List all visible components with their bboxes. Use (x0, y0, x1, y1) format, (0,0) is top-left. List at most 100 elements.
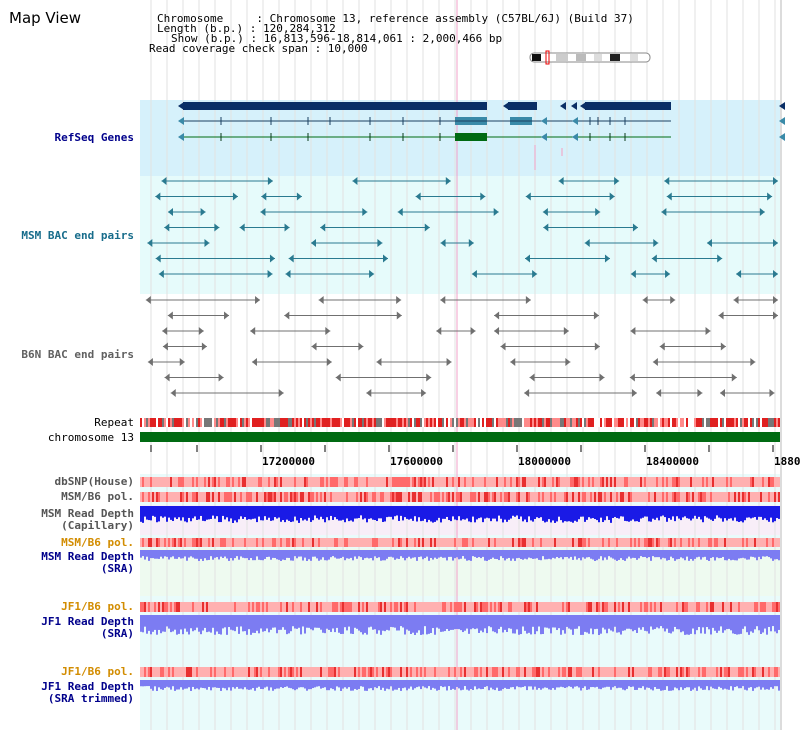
polymorphism-cell (714, 667, 716, 677)
read-depth-bar (684, 615, 686, 635)
polymorphism-cell (382, 477, 384, 487)
polymorphism-cell (364, 477, 366, 487)
polymorphism-cell (324, 492, 326, 502)
track-label-msm-pol-2[interactable]: MSM/B6 pol. (61, 536, 134, 549)
track-label-msm-depth-sra[interactable]: MSM Read Depth (41, 550, 134, 563)
polymorphism-cell (278, 492, 280, 502)
read-depth-bar (592, 550, 594, 560)
polymorphism-cell (764, 602, 766, 612)
polymorphism-cell (286, 602, 288, 612)
repeat-cell (312, 418, 314, 427)
track-label-refseq[interactable]: RefSeq Genes (54, 131, 134, 144)
polymorphism-cell (680, 538, 682, 547)
polymorphism-cell (560, 492, 562, 502)
repeat-cell (538, 418, 540, 427)
track-label-jf1-pol[interactable]: JF1/B6 pol. (61, 600, 134, 613)
track-label-msm-pol[interactable]: MSM/B6 pol. (61, 490, 134, 503)
polymorphism-cell (258, 477, 260, 487)
track-label-msm-bac[interactable]: MSM BAC end pairs (21, 229, 134, 242)
read-depth-bar (410, 550, 412, 559)
polymorphism-cell (778, 538, 780, 547)
repeat-cell (318, 418, 320, 427)
track-label-jf1-depth-sra[interactable]: JF1 Read Depth (41, 615, 134, 628)
read-depth-bar (484, 615, 486, 629)
polymorphism-cell (708, 492, 710, 502)
polymorphism-cell (418, 667, 420, 677)
repeat-cell (560, 418, 562, 427)
read-depth-bar (386, 550, 388, 559)
polymorphism-cell (632, 602, 634, 612)
track-label-jf1-depth-trimmed[interactable]: JF1 Read Depth (41, 680, 134, 693)
read-depth-bar (698, 680, 700, 687)
axis-tick-label: 1880 (774, 455, 800, 468)
read-depth-bar (214, 550, 216, 558)
polymorphism-cell (676, 492, 678, 502)
repeat-cell (614, 418, 616, 427)
polymorphism-cell (294, 492, 296, 502)
track-label-msm-depth-capillary[interactable]: MSM Read Depth (41, 507, 134, 520)
read-depth-bar (736, 550, 738, 561)
polymorphism-cell (432, 492, 434, 502)
repeat-cell (624, 418, 626, 427)
polymorphism-cell (446, 602, 448, 612)
polymorphism-cell (698, 538, 700, 547)
polymorphism-cell (650, 667, 652, 677)
gene-arrow (779, 102, 785, 110)
track-label-chromosome[interactable]: chromosome 13 (47, 431, 134, 444)
polymorphism-cell (178, 602, 180, 612)
read-depth-bar (358, 680, 360, 689)
read-depth-bar (596, 506, 598, 521)
polymorphism-cell (446, 492, 448, 502)
polymorphism-cell (394, 477, 396, 487)
read-depth-bar (764, 506, 766, 519)
bac-end-marker (529, 373, 535, 382)
read-depth-bar (444, 680, 446, 687)
read-depth-bar (226, 550, 228, 559)
polymorphism-cell (476, 667, 478, 677)
read-depth-bar (440, 680, 442, 687)
read-depth-bar (702, 615, 704, 628)
polymorphism-cell (682, 492, 684, 502)
read-depth-bar (666, 680, 668, 687)
polymorphism-cell (608, 667, 610, 677)
track-label-jf1-pol-2[interactable]: JF1/B6 pol. (61, 665, 134, 678)
polymorphism-cell (742, 602, 744, 612)
track-label-dbsnp[interactable]: dbSNP(House) (54, 475, 134, 488)
polymorphism-cell (342, 602, 344, 612)
polymorphism-cell (206, 477, 208, 487)
polymorphism-cell (550, 602, 552, 612)
polymorphism-cell (486, 602, 488, 612)
polymorphism-cell (214, 492, 216, 502)
polymorphism-cell (590, 602, 592, 612)
bac-end-marker (424, 223, 430, 232)
polymorphism-cell (654, 477, 656, 487)
read-depth-bar (776, 506, 778, 519)
polymorphism-cell (510, 492, 512, 502)
repeat-cell (672, 418, 674, 427)
polymorphism-cell (272, 602, 274, 612)
bac-end-marker (717, 254, 723, 263)
read-depth-bar (376, 506, 378, 522)
polymorphism-cell (698, 492, 700, 502)
polymorphism-cell (648, 538, 650, 547)
bac-end-marker (284, 223, 290, 232)
polymorphism-cell (316, 477, 318, 487)
gene-exon-block (508, 102, 537, 110)
track-label-repeat[interactable]: Repeat (94, 416, 134, 429)
polymorphism-cell (192, 667, 194, 677)
polymorphism-cell (344, 538, 346, 547)
polymorphism-cell (146, 667, 148, 677)
read-depth-bar (712, 506, 714, 521)
polymorphism-cell (658, 602, 660, 612)
polymorphism-cell (268, 602, 270, 612)
read-depth-bar (778, 615, 780, 630)
read-depth-bar (534, 550, 536, 559)
read-depth-bar (558, 680, 560, 688)
track-label-b6n-bac[interactable]: B6N BAC end pairs (21, 348, 134, 361)
read-depth-bar (270, 550, 272, 560)
bac-end-marker (718, 311, 724, 320)
polymorphism-cell (296, 477, 298, 487)
polymorphism-cell (706, 492, 708, 502)
bac-end-marker (719, 389, 725, 397)
